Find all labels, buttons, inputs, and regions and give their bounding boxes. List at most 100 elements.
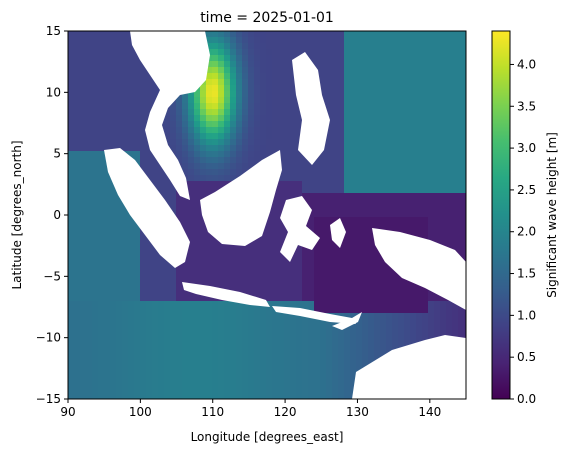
field-cell [104, 61, 111, 68]
field-cell [92, 73, 99, 80]
field-cell [68, 85, 75, 92]
field-cell [332, 91, 339, 98]
field-cell [440, 37, 447, 44]
field-cell [302, 295, 309, 302]
field-cell [80, 289, 87, 296]
field-cell [272, 373, 279, 380]
field-cell [122, 91, 129, 98]
field-cell [332, 103, 339, 110]
field-cell [308, 301, 315, 308]
colorbar-tick-label: 1.5 [517, 267, 536, 281]
wave-height-field [68, 31, 466, 399]
field-cell [122, 397, 129, 399]
field-cell [218, 115, 225, 122]
field-cell [194, 325, 201, 332]
field-cell [404, 205, 411, 212]
field-cell [452, 103, 459, 110]
field-cell [188, 151, 195, 158]
field-cell [308, 271, 315, 278]
field-cell [344, 199, 351, 206]
field-cell [416, 109, 423, 116]
field-cell [134, 133, 141, 140]
field-cell [278, 373, 285, 380]
field-cell [176, 271, 183, 278]
field-cell [98, 355, 105, 362]
field-cell [278, 229, 285, 236]
field-cell [446, 139, 453, 146]
field-cell [242, 385, 249, 392]
field-cell [464, 241, 466, 248]
field-cell [314, 199, 321, 206]
field-cell [338, 193, 345, 200]
field-cell [272, 391, 279, 398]
x-tick-label: 140 [418, 405, 441, 419]
field-cell [134, 229, 141, 236]
field-cell [446, 205, 453, 212]
field-cell [338, 307, 345, 314]
field-cell [278, 325, 285, 332]
field-cell [128, 307, 135, 314]
field-cell [440, 223, 447, 230]
field-cell [266, 55, 273, 62]
field-cell [242, 121, 249, 128]
field-cell [362, 103, 369, 110]
field-cell [344, 235, 351, 242]
field-cell [428, 229, 435, 236]
field-cell [254, 271, 261, 278]
field-cell [164, 127, 171, 134]
field-cell [404, 37, 411, 44]
field-cell [236, 319, 243, 326]
field-cell [356, 241, 363, 248]
field-cell [374, 151, 381, 158]
field-cell [74, 73, 81, 80]
field-cell [116, 259, 123, 266]
field-cell [422, 325, 429, 332]
field-cell [218, 373, 225, 380]
field-cell [302, 31, 309, 38]
field-cell [254, 157, 261, 164]
field-cell [236, 385, 243, 392]
field-cell [122, 49, 129, 56]
field-cell [392, 115, 399, 122]
field-cell [320, 163, 327, 170]
field-cell [134, 301, 141, 308]
field-cell [344, 193, 351, 200]
x-tick-label: 90 [60, 405, 75, 419]
field-cell [122, 277, 129, 284]
field-cell [458, 211, 465, 218]
field-cell [392, 289, 399, 296]
field-cell [356, 211, 363, 218]
field-cell [92, 175, 99, 182]
field-cell [212, 121, 219, 128]
field-cell [302, 385, 309, 392]
field-cell [278, 73, 285, 80]
field-cell [98, 229, 105, 236]
field-cell [452, 127, 459, 134]
field-cell [434, 97, 441, 104]
field-cell [80, 229, 87, 236]
field-cell [440, 229, 447, 236]
field-cell [374, 325, 381, 332]
field-cell [188, 325, 195, 332]
field-cell [296, 295, 303, 302]
field-cell [272, 115, 279, 122]
field-cell [134, 247, 141, 254]
field-cell [110, 37, 117, 44]
field-cell [374, 271, 381, 278]
field-cell [248, 109, 255, 116]
field-cell [338, 295, 345, 302]
field-cell [170, 199, 177, 206]
field-cell [152, 397, 159, 399]
field-cell [260, 391, 267, 398]
field-cell [236, 61, 243, 68]
field-cell [80, 157, 87, 164]
field-cell [362, 85, 369, 92]
field-cell [86, 157, 93, 164]
field-cell [164, 175, 171, 182]
field-cell [392, 271, 399, 278]
field-cell [368, 145, 375, 152]
field-cell [356, 121, 363, 128]
field-cell [86, 385, 93, 392]
field-cell [224, 397, 231, 399]
field-cell [104, 55, 111, 62]
